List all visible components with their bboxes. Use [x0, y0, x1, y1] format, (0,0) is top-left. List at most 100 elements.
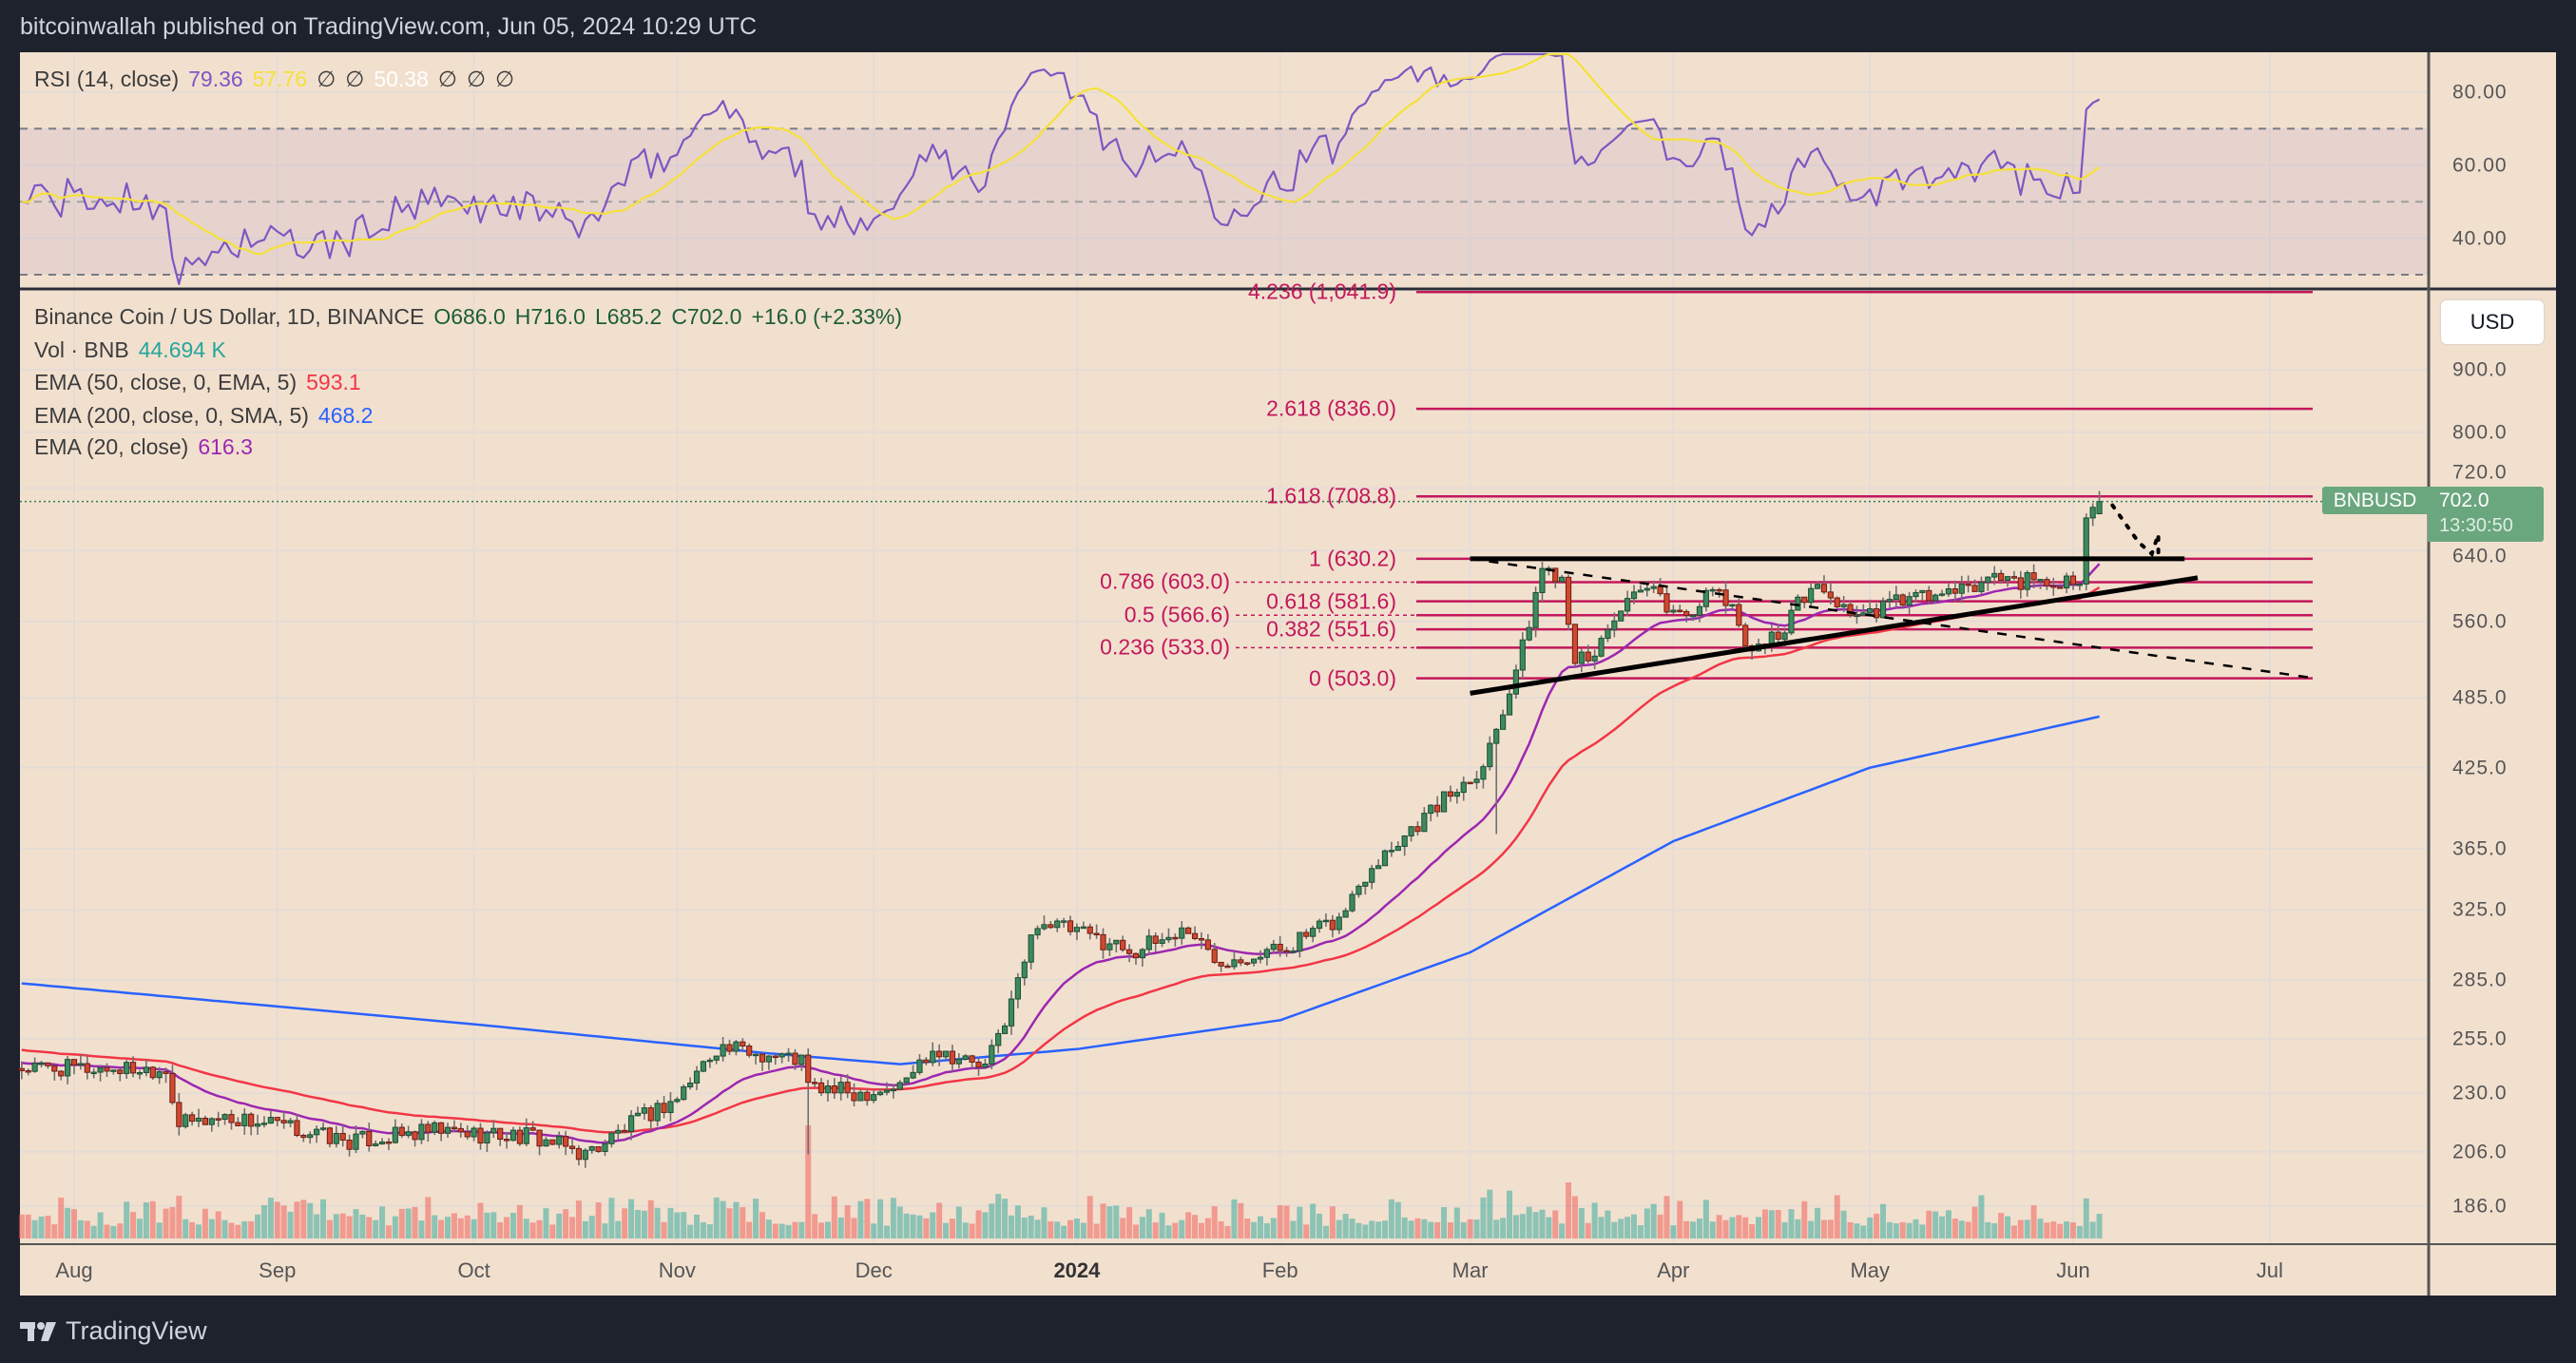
rsi-value-3: 50.38: [374, 67, 429, 91]
candle: [1061, 917, 1067, 929]
ema20-legend[interactable]: EMA (20, close) 616.3: [34, 434, 262, 460]
candle: [1375, 858, 1382, 870]
candle: [529, 1121, 536, 1132]
volume-bar: [588, 1216, 595, 1238]
volume-legend[interactable]: Vol · BNB 44.694 K: [34, 337, 236, 363]
volume-bar: [1342, 1214, 1349, 1238]
volume-bar: [280, 1205, 287, 1238]
volume-bar: [1716, 1215, 1722, 1238]
volume-bar: [300, 1200, 307, 1238]
volume-bar: [647, 1200, 654, 1238]
volume-bar: [1860, 1225, 1867, 1238]
volume-bar: [25, 1214, 31, 1238]
candle: [464, 1124, 471, 1140]
candle: [949, 1045, 956, 1072]
volume-bar: [1100, 1203, 1106, 1238]
candle-body: [1198, 938, 1205, 941]
candle: [254, 1114, 261, 1135]
candle: [1893, 586, 1899, 608]
candle-body: [1277, 943, 1283, 951]
candle-body: [1054, 920, 1061, 929]
candle-body: [1657, 586, 1663, 595]
candle-body: [2030, 572, 2037, 581]
candle-body: [117, 1069, 124, 1074]
volume-bar: [215, 1211, 221, 1238]
volume-bar: [1277, 1205, 1283, 1238]
rsi-ma-line: [21, 52, 2101, 256]
volume-bar: [654, 1207, 661, 1238]
price-tick-label: 640.0: [2452, 545, 2508, 567]
volume-bar: [1781, 1221, 1788, 1238]
volume-bar: [1886, 1221, 1893, 1238]
candle: [962, 1053, 969, 1061]
candle-body: [1061, 920, 1067, 923]
volume-bar: [1362, 1224, 1369, 1238]
candle: [1303, 929, 1310, 940]
currency-button[interactable]: USD: [2441, 300, 2544, 344]
candle: [1145, 929, 1152, 955]
volume-bar: [228, 1222, 235, 1238]
candle-body: [556, 1136, 563, 1145]
candle: [129, 1056, 137, 1078]
volume-bar: [1414, 1218, 1421, 1238]
candle-body: [627, 1115, 635, 1132]
volume-bar: [615, 1220, 622, 1238]
volume-bar: [392, 1216, 398, 1238]
volume-bar: [1539, 1209, 1546, 1238]
volume-bar: [307, 1202, 314, 1238]
volume-bar: [1722, 1219, 1729, 1238]
volume-bar: [97, 1212, 104, 1238]
candle-body: [31, 1063, 38, 1072]
candle: [319, 1122, 327, 1132]
candle: [1310, 925, 1317, 943]
volume-bar: [1336, 1219, 1342, 1238]
candle-body: [575, 1147, 583, 1161]
rsi-tick-label: 80.00: [2452, 81, 2508, 104]
candle-body: [975, 1061, 982, 1068]
candle: [1637, 585, 1644, 593]
volume-bar: [1310, 1203, 1317, 1238]
candle-body: [661, 1103, 667, 1113]
candle: [280, 1112, 287, 1129]
volume-bar: [1172, 1222, 1179, 1238]
volume-bar: [1978, 1195, 1985, 1238]
candle-body: [169, 1072, 176, 1104]
candle-body: [84, 1063, 90, 1073]
volume-bar: [1086, 1196, 1093, 1238]
fib-level-label: 0.618 (581.6): [1266, 588, 1396, 614]
volume-bar: [765, 1219, 772, 1238]
candle-body: [1125, 949, 1133, 954]
volume-bar: [1204, 1218, 1211, 1238]
volume-bar: [2083, 1198, 2089, 1238]
ema20-label: EMA (20, close): [34, 434, 189, 459]
symbol-legend[interactable]: Binance Coin / US Dollar, 1D, BINANCE O68…: [34, 304, 912, 330]
volume-bar: [1585, 1222, 1591, 1238]
candle-body: [1506, 693, 1513, 716]
tradingview-logo[interactable]: TradingView: [20, 1316, 207, 1346]
candle-body: [1991, 572, 1998, 578]
candle: [543, 1137, 549, 1147]
volume-bar: [982, 1212, 989, 1238]
candle-body: [1519, 639, 1526, 671]
candle-body: [746, 1045, 753, 1056]
ema200-legend[interactable]: EMA (200, close, 0, SMA, 5) 468.2: [34, 403, 382, 429]
candle: [1788, 601, 1795, 636]
volume-bar: [877, 1199, 884, 1238]
candle-body: [1008, 998, 1015, 1027]
candle: [746, 1043, 753, 1058]
volume-bar: [260, 1204, 267, 1238]
candle: [1152, 932, 1159, 952]
chart-panel[interactable]: [20, 52, 2556, 1296]
candle-body: [1362, 881, 1369, 887]
candle-body: [503, 1139, 510, 1142]
candle: [2096, 490, 2103, 515]
rsi-legend[interactable]: RSI (14, close) 79.36 57.76 ∅ ∅ 50.38 ∅ ∅ ∅: [34, 67, 524, 92]
candle-body: [104, 1066, 110, 1072]
candle: [1034, 925, 1041, 940]
candle-body: [634, 1112, 642, 1117]
candle-body: [425, 1123, 432, 1133]
ema50-legend[interactable]: EMA (50, close, 0, EMA, 5) 593.1: [34, 370, 371, 395]
candle-body: [294, 1120, 300, 1137]
volume-bar: [287, 1211, 294, 1238]
